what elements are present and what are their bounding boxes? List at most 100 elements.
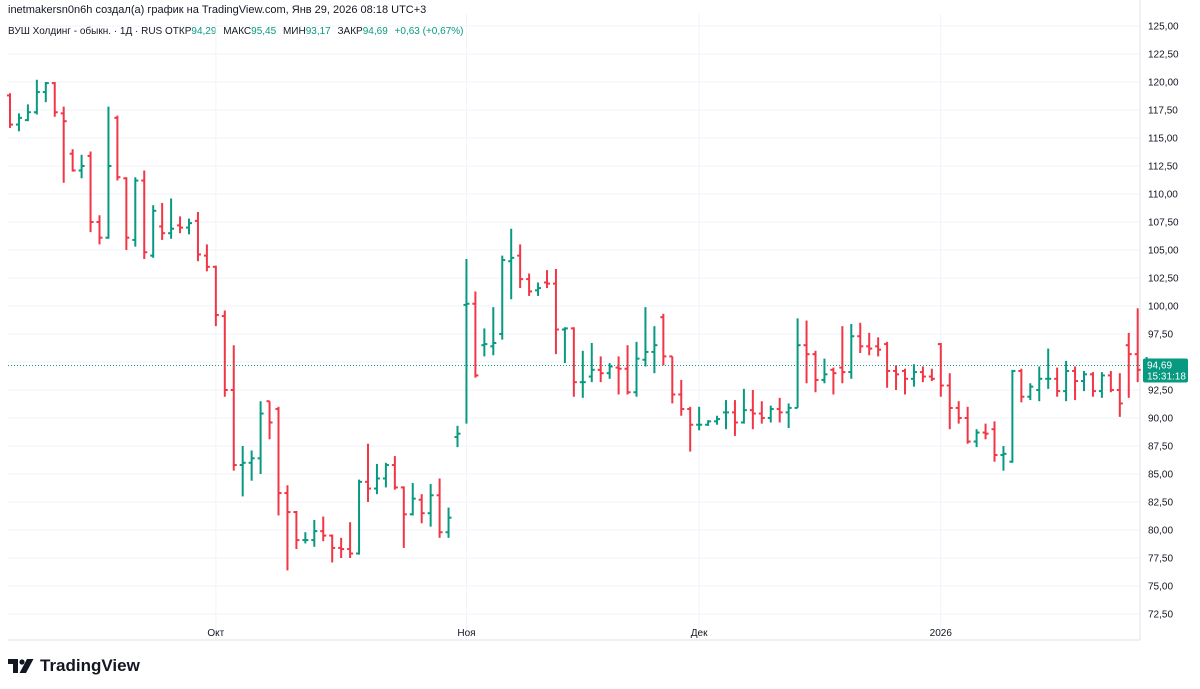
ohlc-bar — [588, 342, 595, 383]
ohlc-bar — [875, 337, 882, 357]
ohlc-bar — [114, 115, 121, 181]
close-value: 94,69 — [362, 26, 388, 37]
ohlc-bar — [660, 313, 667, 366]
time-axis[interactable]: Окт Ноя Дек 2026 — [207, 628, 952, 639]
last-price-tag-background — [1143, 358, 1188, 383]
price-tick-label: 80,00 — [1148, 526, 1173, 537]
ohlc-bar — [866, 332, 873, 356]
ohlc-bar — [1018, 368, 1025, 403]
ohlc-bar — [177, 216, 184, 234]
price-tick-label: 110,00 — [1148, 190, 1178, 201]
ohlc-bar — [248, 450, 255, 481]
ohlc-bar — [830, 367, 837, 395]
open-value: 94,29 — [191, 26, 217, 37]
ohlc-bar — [427, 484, 434, 527]
ohlc-bar — [705, 420, 712, 426]
ohlc-bar — [239, 446, 246, 497]
last-price-tag-value: 94,69 — [1147, 360, 1172, 371]
ohlc-bar — [964, 406, 971, 444]
ohlc-bar — [579, 350, 586, 398]
ohlc-bar — [517, 244, 524, 289]
ohlc-bar — [794, 318, 801, 409]
ohlc-bar — [194, 211, 201, 262]
ohlc-bar — [266, 400, 273, 440]
ohlc-bar — [132, 177, 139, 247]
ohlc-bar — [1134, 308, 1141, 383]
ohlc-bar — [257, 401, 264, 474]
ohlc-bar — [490, 307, 497, 356]
price-tick-label: 90,00 — [1148, 414, 1173, 425]
chart-grid — [8, 0, 1141, 641]
price-tick-label: 115,00 — [1148, 134, 1178, 145]
ohlc-bar — [687, 406, 694, 452]
ohlc-bar — [356, 479, 363, 555]
ohlc-bar — [400, 486, 407, 548]
ohlc-bar — [946, 373, 953, 430]
low-label: МИН — [282, 26, 306, 37]
bar-countdown: 15:31:18 — [1147, 371, 1186, 382]
ohlc-bar — [884, 341, 891, 388]
ohlc-bar — [445, 507, 452, 538]
ohlc-bar — [186, 218, 192, 235]
ohlc-bar — [803, 320, 810, 384]
ohlc-bar — [230, 345, 237, 471]
ohlc-bar — [78, 154, 85, 179]
ohlc-bar — [785, 403, 792, 429]
tradingview-logo-icon — [8, 659, 34, 673]
ohlc-bar — [293, 510, 300, 550]
ohlc-bar — [382, 462, 389, 488]
ohlc-bar — [472, 291, 479, 378]
ohlc-bar — [651, 326, 658, 374]
ohlc-bar — [552, 269, 559, 355]
ohlc-bar — [812, 350, 819, 393]
ohlc-bar — [723, 400, 729, 430]
ohlc-bar — [508, 228, 515, 300]
change-value: +0,63 (+0,67%) — [394, 26, 464, 37]
ohlc-bar — [42, 82, 49, 103]
ohlc-bar — [365, 443, 371, 502]
ohlc-bar — [329, 534, 336, 563]
ohlc-bar — [1125, 332, 1132, 398]
ohlc-bar — [696, 406, 703, 431]
tradingview-brand: TradingView — [40, 656, 140, 675]
ohlc-bar — [848, 323, 855, 379]
ohlc-bar — [203, 244, 210, 272]
ohlc-bar — [338, 537, 345, 558]
tradingview-logo[interactable]: TradingView — [8, 656, 140, 676]
ohlc-bar — [481, 328, 488, 357]
ohlc-bar — [1000, 446, 1007, 471]
ohlc-bar — [526, 273, 533, 296]
ohlc-bar — [51, 82, 58, 117]
high-value: 95,45 — [251, 26, 277, 37]
ohlc-bar — [105, 106, 112, 239]
ohlc-bar — [937, 342, 944, 397]
ohlc-bar — [96, 215, 103, 245]
ohlc-bar — [212, 265, 219, 327]
ohlc-bar — [597, 356, 604, 383]
ohlc-bar — [275, 406, 282, 516]
open-label: ОТКР — [165, 26, 192, 37]
ohlc-bar — [973, 429, 980, 448]
ohlc-bar — [928, 368, 935, 382]
ohlc-bar — [436, 478, 443, 538]
price-axis[interactable]: 72,50 75,00 77,50 80,00 82,50 85,00 87,50 90,00… — [1148, 22, 1179, 621]
ohlc-bar — [570, 327, 577, 397]
price-chart[interactable]: 72,50 75,00 77,50 80,00 82,50 85,00 87,50 90,00… — [0, 0, 1200, 645]
price-tick-label: 102,50 — [1148, 274, 1179, 285]
ohlc-bar — [1063, 360, 1070, 402]
ohlc-bar — [678, 379, 685, 416]
time-tick-label: Дек — [691, 628, 708, 639]
ohlc-bar — [150, 205, 157, 258]
ohlc-bar — [902, 368, 908, 395]
price-tick-label: 120,00 — [1148, 78, 1179, 89]
ohlc-bar — [615, 356, 622, 395]
ohlc-bar — [776, 397, 783, 423]
ohlc-bar — [320, 516, 327, 542]
ohlc-bar — [391, 456, 398, 490]
ohlc-bar — [839, 326, 846, 384]
ohlc-bar — [284, 485, 291, 571]
price-tick-label: 107,50 — [1148, 218, 1179, 229]
ohlc-bar — [302, 532, 309, 544]
symbol-name[interactable]: ВУШ Холдинг - обыкн. · 1Д · RUS — [8, 26, 163, 37]
ohlc-bar — [33, 79, 40, 115]
